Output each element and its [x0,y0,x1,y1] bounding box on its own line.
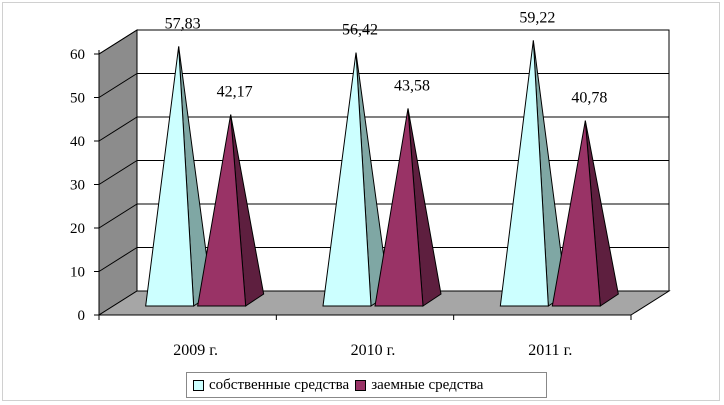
x-axis: 2009 г. 2010 г. 2011 г. [98,314,632,359]
gridline-side [98,29,138,55]
legend: собственные средства заемные средства [186,372,547,398]
legend-swatch-borrowed-funds [355,379,367,391]
pyramid-bar [145,46,195,307]
gridline-side [98,73,138,98]
legend-label-own-funds: собственные средства [209,376,350,393]
x-tick-label: 2011 г. [528,342,572,359]
y-tick-label: 20 [70,221,85,237]
pyramid-chart: 0 10 20 30 40 50 60 57,83 42,17 56,42 43,58 59,22 4… [70,9,671,359]
data-label: 42,17 [217,84,253,101]
data-label: 40,78 [571,90,607,107]
data-marks [145,40,619,307]
legend-swatch-own-funds [193,379,204,391]
gridline-side [98,203,138,229]
pyramid-bar [551,120,601,307]
y-tick-label: 50 [70,91,85,107]
y-tick-label: 10 [70,265,85,281]
y-tick-label: 40 [70,134,85,150]
data-label: 59,22 [519,9,555,26]
legend-item-borrowed-funds: заемные средства [355,377,483,394]
y-tick-label: 60 [70,47,85,63]
gridline-side [98,247,138,272]
y-tick-label: 0 [78,308,86,324]
data-label: 56,42 [342,22,378,39]
y-tick-label: 30 [70,178,85,194]
y-axis: 0 10 20 30 40 50 60 [70,47,100,324]
data-labels: 57,83 42,17 56,42 43,58 59,22 40,78 [165,9,608,106]
data-label: 57,83 [165,15,201,32]
pyramid-bar [322,52,372,307]
x-tick-label: 2010 г. [351,342,396,359]
x-tick-label: 2009 г. [173,342,218,359]
chart-frame: 0 10 20 30 40 50 60 57,83 42,17 56,42 43,58 59,22 4… [2,2,720,401]
legend-item-own-funds: собственные средства [193,377,349,394]
gridline-side [98,116,138,142]
pyramid-bar [197,114,247,307]
gridline-side [98,160,138,185]
legend-label-borrowed-funds: заемные средства [371,376,484,393]
pyramid-bar [499,40,549,307]
pyramid-bar [374,108,424,307]
data-label: 43,58 [394,77,430,94]
